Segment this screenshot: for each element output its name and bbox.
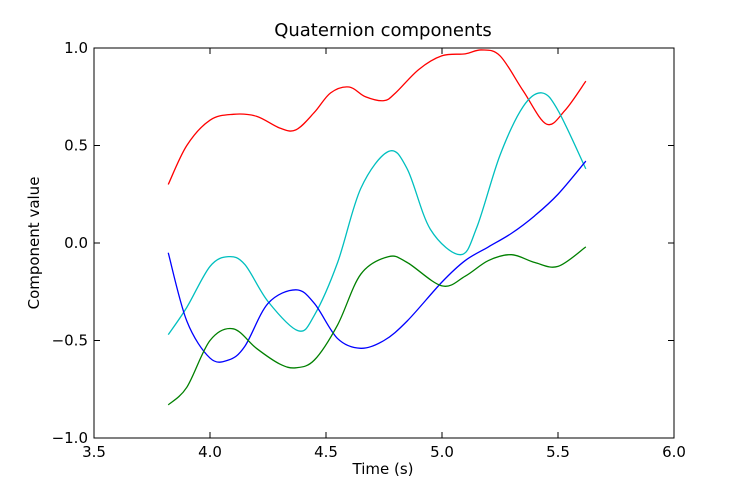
series-line-2 — [167, 92, 587, 336]
x-tick-label: 4.5 — [314, 443, 338, 461]
y-tick-label: 1.0 — [64, 39, 88, 57]
x-tick-label: 3.5 — [82, 443, 106, 461]
plot-frame — [93, 47, 675, 439]
chart-title: Quaternion components — [274, 20, 492, 41]
series-line-1 — [167, 49, 587, 185]
plot-lines — [167, 49, 587, 406]
axis-ticks: 3.5 4.0 4.5 5.0 5.5 6.0 −1.0 −0.5 0.0 0.5 1.0 — [52, 39, 686, 461]
x-tick-label: 6.0 — [662, 443, 686, 461]
series-line-4 — [167, 246, 587, 406]
y-tick-label: −1.0 — [52, 429, 88, 447]
y-tick-label: 0.0 — [64, 234, 88, 252]
y-tick-label: 0.5 — [64, 137, 88, 155]
x-tick-label: 4.0 — [198, 443, 222, 461]
x-axis-label: Time (s) — [352, 460, 414, 478]
y-axis-label: Component value — [25, 177, 43, 310]
x-tick-label: 5.0 — [430, 443, 454, 461]
y-tick-label: −0.5 — [52, 332, 88, 350]
x-tick-label: 5.5 — [546, 443, 570, 461]
series-line-3 — [167, 160, 587, 363]
